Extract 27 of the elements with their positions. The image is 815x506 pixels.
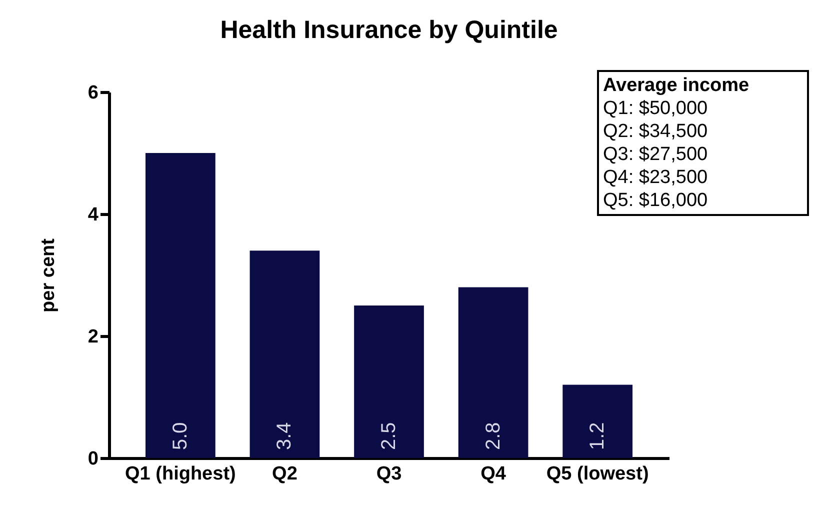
data-label: 2.5 — [378, 422, 400, 450]
y-tick-label: 4 — [88, 204, 99, 226]
annotation: Q4: $23,500 — [603, 166, 709, 189]
annotation: Q1: $50,000 — [603, 97, 709, 120]
y-tick-label: 2 — [88, 326, 98, 348]
x-tick-label: Q3 — [376, 464, 402, 484]
bar — [250, 250, 320, 458]
y-axis-title: per cent — [38, 238, 59, 312]
y-tick-label: 0 — [88, 448, 98, 470]
annotation: Average income — [603, 74, 750, 97]
bar — [354, 306, 424, 458]
x-tick-label: Q4 — [480, 464, 506, 484]
bar — [146, 153, 216, 458]
x-tick-label: Q1 (highest) — [125, 464, 236, 484]
x-tick-label: Q2 — [272, 464, 298, 484]
annotation: Q3: $27,500 — [603, 143, 709, 166]
chart-title: Health Insurance by Quintile — [220, 16, 558, 44]
data-label: 5.0 — [169, 422, 192, 450]
bar — [562, 384, 632, 458]
data-label: 3.4 — [274, 422, 296, 450]
bar — [458, 287, 528, 458]
data-label: 1.2 — [586, 422, 609, 450]
x-tick-label: Q5 (lowest) — [546, 464, 649, 484]
annotation: Q5: $16,000 — [603, 189, 709, 212]
annotation: Q2: $34,500 — [603, 120, 709, 143]
data-label: 2.8 — [482, 422, 504, 450]
y-tick-label: 6 — [88, 82, 98, 104]
